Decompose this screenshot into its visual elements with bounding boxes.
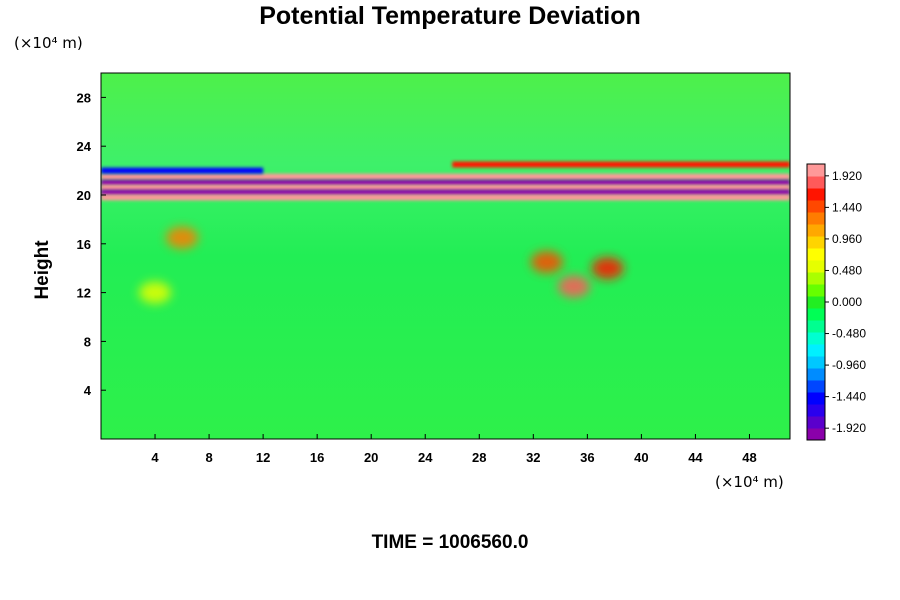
y-tick-label: 16 [77,237,91,252]
x-tick-label: 40 [634,450,648,465]
colorbar-tick-label: -0.480 [832,327,866,341]
colorbar-tick-label: 0.960 [832,232,862,246]
colorbar-cell-15 [807,248,825,261]
y-tick-label: 20 [77,188,91,203]
y-axis-unit: (×10⁴ m) [14,34,83,52]
heatmap-band-4 [101,194,790,201]
heatmap-blob-8 [591,257,624,280]
y-tick-label: 28 [77,90,91,105]
y-tick-label: 24 [77,139,92,154]
colorbar-cell-17 [807,224,825,237]
colorbar-tick-label: 0.000 [832,295,862,309]
colorbar-cell-12 [807,284,825,297]
colorbar-cell-10 [807,308,825,321]
colorbar-cell-21 [807,176,825,189]
colorbar-tick-label: 1.920 [832,169,862,183]
colorbar-cell-18 [807,212,825,225]
heatmap-blob-11 [139,281,172,304]
heatmap-band-0 [101,173,790,180]
y-axis-ticks: 4 8 12 16 20 24 28 [77,90,106,398]
plot-area [100,72,791,440]
colorbar-cell-3 [807,392,825,405]
time-label: TIME = 1006560.0 [371,532,529,553]
colorbar-cell-5 [807,368,825,381]
heatmap-blob-10 [166,226,199,249]
colorbar-cell-4 [807,380,825,393]
colorbar: 1.920 1.440 0.960 0.480 0.000 -0.480 -0.960 -1.… [806,163,866,441]
colorbar-cell-13 [807,272,825,285]
x-tick-label: 36 [580,450,594,465]
colorbar-tick-label: 1.440 [832,200,862,214]
x-tick-label: 48 [742,450,756,465]
plot-frame [100,72,791,440]
colorbar-tick-label: -0.960 [832,358,866,372]
y-tick-label: 12 [77,286,91,301]
heatmap-features [101,161,790,304]
x-tick-label: 32 [526,450,540,465]
colorbar-cell-2 [807,404,825,417]
x-tick-label: 28 [472,450,486,465]
x-tick-label: 8 [205,450,212,465]
heatmap-band-2 [101,184,790,191]
colorbar-cell-8 [807,332,825,345]
colorbar-cell-19 [807,200,825,213]
x-tick-label: 20 [364,450,378,465]
heatmap-background [101,73,790,439]
colorbar-cell-11 [807,296,825,309]
colorbar-tick-label: -1.920 [832,421,866,435]
x-tick-label: 4 [151,450,159,465]
colorbar-cells [807,164,825,441]
heatmap-blob-9 [557,275,590,298]
heatmap-band-3 [101,189,790,196]
heatmap-band-5 [452,161,790,168]
colorbar-cell-0 [807,428,825,441]
heatmap-band-1 [101,179,790,186]
x-tick-label: 16 [310,450,324,465]
colorbar-cell-22 [807,164,825,177]
colorbar-cell-6 [807,356,825,369]
chart-title: Potential Temperature Deviation [259,2,641,30]
colorbar-tick-label: 0.480 [832,263,862,277]
colorbar-tick-label: -1.440 [832,390,866,404]
colorbar-cell-7 [807,344,825,357]
colorbar-cell-1 [807,416,825,429]
y-tick-label: 8 [84,334,91,349]
heatmap-band-6 [101,167,264,174]
colorbar-cell-20 [807,188,825,201]
colorbar-cell-16 [807,236,825,249]
x-tick-label: 12 [256,450,270,465]
x-axis-unit: (×10⁴ m) [715,473,784,491]
heatmap-blob-7 [530,251,563,274]
x-tick-label: 44 [688,450,703,465]
colorbar-cell-9 [807,320,825,333]
x-tick-label: 24 [418,450,433,465]
colorbar-labels: 1.920 1.440 0.960 0.480 0.000 -0.480 -0.960 -1.… [825,169,866,435]
colorbar-cell-14 [807,260,825,273]
y-tick-label: 4 [84,383,92,398]
x-axis-ticks: 4 8 12 16 20 24 28 32 36 40 44 48 [151,434,757,465]
